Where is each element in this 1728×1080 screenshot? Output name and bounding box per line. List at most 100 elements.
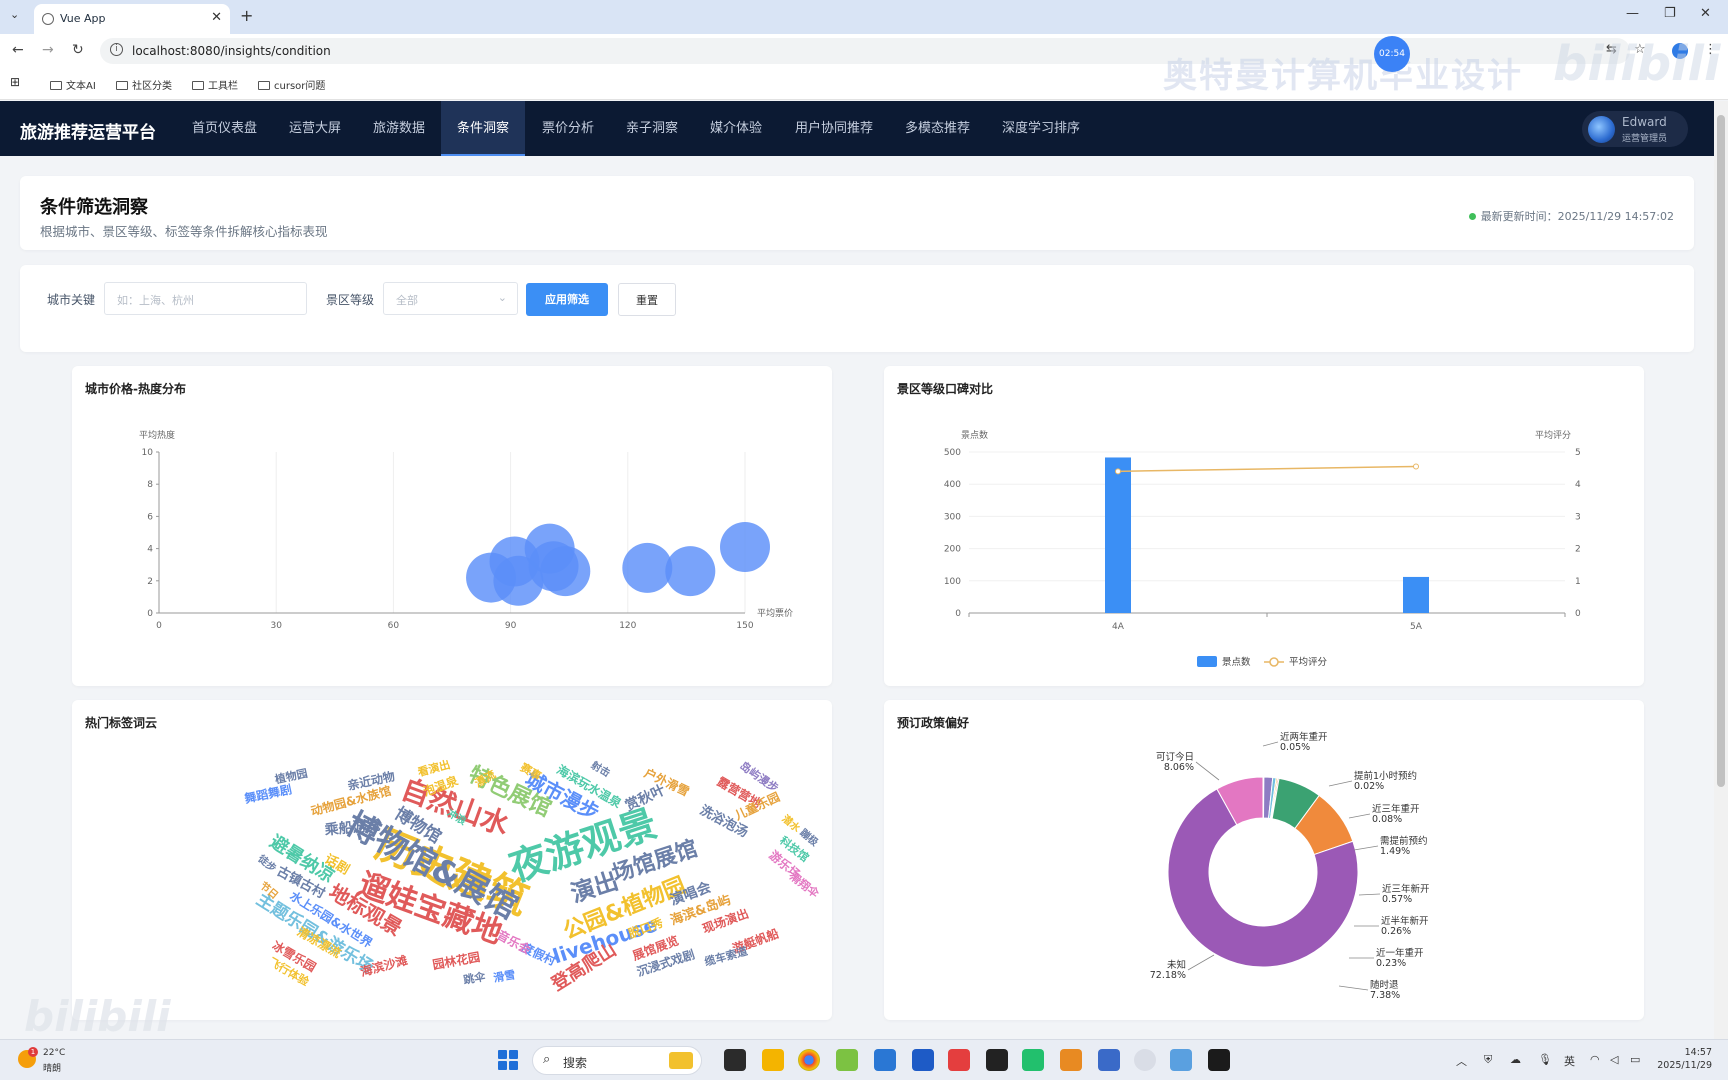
nav-item-media-experience[interactable]: 媒介体验	[710, 121, 763, 136]
cloud-off-icon[interactable]: ☁	[1510, 1053, 1521, 1066]
terminal-icon[interactable]	[1208, 1049, 1230, 1071]
app-icon-round[interactable]	[1134, 1049, 1156, 1071]
legend-swatch-line-dot	[1269, 657, 1279, 667]
x-tick-label: 60	[388, 621, 400, 631]
app-icon-orange[interactable]	[1060, 1049, 1082, 1071]
x-tick-label: 4A	[1112, 622, 1125, 632]
user-menu[interactable]: Edward 运营管理员	[1582, 111, 1688, 147]
mic-icon[interactable]: 🎙	[1538, 1053, 1552, 1066]
page-subtitle: 根据城市、景区等级、标签等条件拆解核心指标表现	[40, 224, 328, 239]
shield-icon[interactable]: ⛨	[1484, 1053, 1493, 1066]
new-tab-icon[interactable]: +	[240, 6, 254, 25]
chrome-icon[interactable]	[798, 1049, 820, 1071]
slice-percent: 8.06%	[1164, 762, 1194, 773]
ime-indicator[interactable]: 英	[1564, 1055, 1575, 1068]
star-icon[interactable]: ☆	[1634, 42, 1646, 57]
search-icon: ⌕	[543, 1052, 551, 1067]
y2-tick-label: 4	[1575, 480, 1581, 490]
x-tick-label: 5A	[1410, 622, 1423, 632]
file-explorer-icon[interactable]	[762, 1049, 784, 1071]
wps-icon[interactable]	[948, 1049, 970, 1071]
user-name: Edward	[1622, 115, 1667, 129]
wifi-icon[interactable]: ◠	[1590, 1053, 1600, 1066]
back-icon[interactable]: ←	[12, 42, 24, 58]
slice-label: 近两年重开	[1280, 731, 1328, 743]
city-keyword-input[interactable]: 如：上海、杭州	[104, 282, 307, 315]
minimize-icon[interactable]: —	[1626, 6, 1639, 21]
close-tab-icon[interactable]: ✕	[211, 10, 222, 25]
url-text[interactable]: localhost:8080/insights/condition	[132, 44, 331, 58]
wordcloud-word: 滑翔伞	[787, 869, 822, 901]
wordcloud-word: 缆车索道	[703, 944, 749, 969]
slice-percent: 1.49%	[1380, 846, 1410, 857]
app-icon-window[interactable]	[1098, 1049, 1120, 1071]
slice-label: 近半年新开	[1381, 915, 1429, 927]
nav-item-travel-data[interactable]: 旅游数据	[373, 121, 426, 136]
bookmark-folder[interactable]: 文本AI	[50, 77, 96, 92]
chevron-down-icon: ⌄	[497, 291, 507, 304]
apply-filter-button[interactable]: 应用筛选	[526, 283, 608, 316]
city-filter-label: 城市关键	[47, 293, 96, 307]
app-icon-blue[interactable]	[874, 1049, 896, 1071]
y-tick-label: 8	[147, 480, 153, 490]
y2-tick-label: 1	[1575, 577, 1581, 587]
slice-percent: 0.05%	[1280, 742, 1310, 753]
translate-icon[interactable]: ⇆	[1606, 42, 1617, 57]
apps-grid-icon[interactable]: ⊞	[10, 75, 21, 89]
restore-icon[interactable]: ❐	[1664, 6, 1676, 21]
nav-item-condition-insights[interactable]: 条件洞察	[441, 101, 526, 156]
slice-label: 近三年新开	[1382, 883, 1430, 895]
reload-icon[interactable]: ↻	[72, 42, 84, 58]
pycharm-icon[interactable]	[1022, 1049, 1044, 1071]
start-button[interactable]	[498, 1050, 518, 1070]
slice-leader-line	[1262, 741, 1279, 747]
browser-tab[interactable]: Vue App ✕	[34, 4, 230, 34]
tab-search-icon[interactable]: ⌄	[10, 8, 20, 21]
profile-icon[interactable]	[1672, 43, 1688, 59]
taskbar: 1 22°C 晴朗 ⌕ 搜索 ︿ ⛨ ☁ 🎙 英 ◠ ◁ ▭ 14:57 202…	[0, 1039, 1728, 1080]
wordcloud-word: 滑雪	[492, 967, 516, 985]
bar	[1105, 457, 1131, 613]
scrollbar-thumb[interactable]	[1717, 115, 1725, 787]
page-title: 条件筛选洞察	[40, 197, 148, 218]
task-view-icon[interactable]	[724, 1049, 746, 1071]
bookmark-folder[interactable]: cursor问题	[258, 77, 325, 92]
volume-icon[interactable]: ◁	[1610, 1053, 1619, 1066]
y-tick-label: 200	[944, 545, 961, 555]
reset-button[interactable]: 重置	[618, 283, 676, 316]
page-scrollbar[interactable]	[1714, 101, 1728, 1039]
menu-icon[interactable]: ⋮	[1704, 42, 1717, 57]
app-icon-green[interactable]	[836, 1049, 858, 1071]
window-close-icon[interactable]: ✕	[1700, 6, 1711, 21]
x-tick-label: 30	[270, 621, 282, 631]
forward-icon[interactable]: →	[42, 42, 54, 58]
nav-item-multimodal-rec[interactable]: 多模态推荐	[905, 121, 971, 136]
nav-item-dashboard[interactable]: 首页仪表盘	[192, 121, 258, 136]
x-tick-label: 120	[619, 621, 636, 631]
bookmark-folder[interactable]: 工具栏	[192, 77, 238, 92]
slice-leader-line	[1187, 954, 1215, 971]
level-filter-label: 景区等级	[326, 293, 375, 307]
y-tick-label: 4	[147, 545, 153, 555]
notepad-icon[interactable]	[1170, 1049, 1192, 1071]
system-clock[interactable]: 14:57 2025/11/29	[1657, 1047, 1712, 1071]
site-info-icon[interactable]: i	[110, 43, 123, 56]
taskbar-search[interactable]: ⌕ 搜索	[532, 1046, 702, 1075]
level-chart-title: 景区等级口碑对比	[897, 382, 994, 396]
tray-chevron-icon[interactable]: ︿	[1456, 1055, 1467, 1068]
level-select[interactable]: 全部 ⌄	[383, 282, 518, 315]
nav-item-family-insights[interactable]: 亲子洞察	[626, 121, 679, 136]
nav-item-ticket-analysis[interactable]: 票价分析	[542, 121, 595, 136]
battery-icon[interactable]: ▭	[1630, 1053, 1641, 1066]
store-icon[interactable]	[912, 1049, 934, 1071]
bubble-point	[665, 546, 716, 597]
nav-item-deep-learning-rank[interactable]: 深度学习排序	[1002, 121, 1081, 136]
bookmark-folder[interactable]: 社区分类	[116, 77, 172, 92]
cursor-icon[interactable]	[986, 1049, 1008, 1071]
wordcloud-card: 热门标签词云 历史建筑 夜游观景 遛娃宝藏地 博物馆&展馆 自然山水 特色展馆 城市漫步 场馆…	[72, 700, 832, 1020]
y-tick-label: 100	[944, 577, 961, 587]
x-axis-label: 平均票价	[757, 607, 793, 619]
nav-item-collaborative-rec[interactable]: 用户协同推荐	[795, 121, 874, 136]
nav-item-bigscreen[interactable]: 运营大屏	[289, 121, 342, 136]
